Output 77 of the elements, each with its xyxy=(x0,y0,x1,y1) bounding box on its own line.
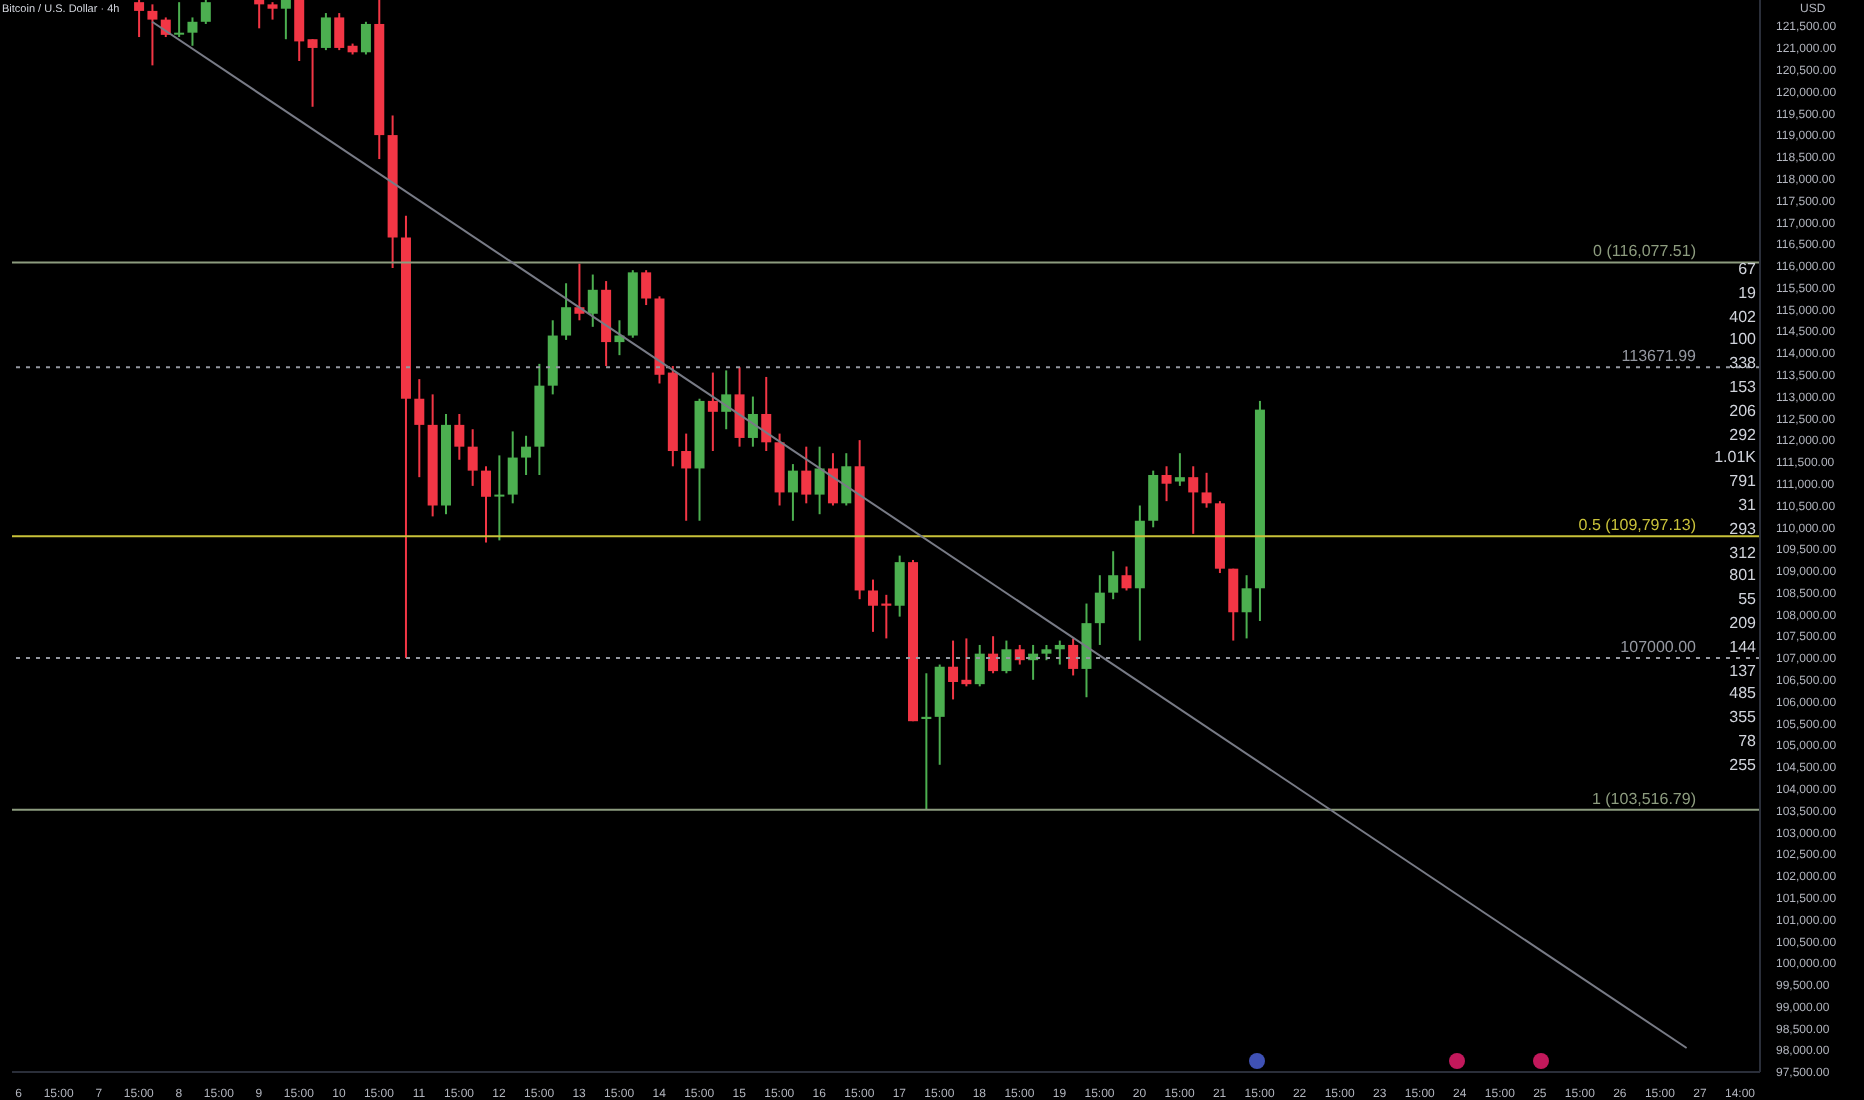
candlestick xyxy=(814,445,825,516)
candlestick xyxy=(787,463,798,522)
candlestick xyxy=(414,378,425,479)
candlestick xyxy=(494,454,505,542)
candlestick xyxy=(454,412,465,461)
candlestick xyxy=(174,1,185,39)
candlestick xyxy=(467,428,478,487)
candlestick xyxy=(1201,471,1212,509)
candlestick xyxy=(1094,574,1105,646)
annotation: 55 xyxy=(1738,590,1756,609)
candlestick xyxy=(1054,639,1065,666)
candlestick xyxy=(320,12,331,52)
ref-line-label: 107000.00 xyxy=(1620,638,1698,657)
candlestick xyxy=(721,369,732,431)
candlestick xyxy=(1068,637,1079,677)
candlestick xyxy=(1174,452,1185,487)
annotation: 144 xyxy=(1729,637,1756,656)
candlestick xyxy=(200,0,211,25)
annotation: 78 xyxy=(1738,732,1756,750)
candlestick xyxy=(254,0,265,30)
candlestick xyxy=(360,20,371,56)
ref-line-label: 0.5 (109,797.13) xyxy=(1578,516,1697,535)
candlestick xyxy=(801,445,812,505)
candlestick xyxy=(187,16,198,47)
candlestick xyxy=(681,432,692,522)
annotation: 100 xyxy=(1729,330,1756,349)
candlestick xyxy=(307,38,318,108)
annotation: 338 xyxy=(1729,354,1756,373)
candlestick xyxy=(1241,574,1252,640)
annotation: 206 xyxy=(1729,401,1756,420)
annotation: 67 xyxy=(1738,260,1756,278)
annotation: 293 xyxy=(1729,519,1756,538)
candlestick xyxy=(334,12,345,52)
annotation: 1.01K xyxy=(1714,448,1756,467)
annotation: 153 xyxy=(1729,378,1756,396)
candlestick xyxy=(921,672,932,811)
candlestick xyxy=(1108,550,1119,601)
annotation: 485 xyxy=(1729,684,1756,703)
annotation: 137 xyxy=(1729,661,1756,680)
candlestick xyxy=(841,452,852,507)
candlestick xyxy=(1148,469,1159,529)
ref-line-label: 1 (103,516.79) xyxy=(1591,789,1697,808)
candlestick xyxy=(280,0,291,41)
candlestick xyxy=(134,0,145,39)
annotation: 19 xyxy=(1738,283,1756,302)
annotation: 255 xyxy=(1729,755,1756,774)
annotation: 791 xyxy=(1729,472,1756,491)
ref-line-label: 113671.99 xyxy=(1621,347,1698,366)
candlestick xyxy=(1121,565,1132,592)
candlestick xyxy=(827,452,838,507)
candlestick xyxy=(641,269,652,307)
candlestick xyxy=(1014,643,1025,666)
candlestick xyxy=(734,366,745,448)
candlestick xyxy=(521,434,532,476)
annotation: 31 xyxy=(1738,496,1756,514)
candlestick xyxy=(587,273,598,328)
candlestick xyxy=(1081,602,1092,699)
candlestick xyxy=(147,3,158,67)
candlestick xyxy=(707,371,718,453)
candlestick xyxy=(481,465,492,544)
candlestick xyxy=(1188,465,1199,535)
candlestick xyxy=(1161,465,1172,503)
annotation: 209 xyxy=(1729,614,1756,632)
candlestick xyxy=(988,635,999,675)
annotation: 355 xyxy=(1729,708,1756,727)
annotation: 292 xyxy=(1729,425,1756,444)
candlestick xyxy=(294,0,305,63)
candlestick xyxy=(894,554,905,618)
ref-line-label: 0 (116,077.51) xyxy=(1593,242,1697,261)
candlestick xyxy=(507,430,518,505)
annotation: 312 xyxy=(1729,543,1756,562)
annotation: 801 xyxy=(1729,566,1756,585)
candlestick xyxy=(561,282,572,341)
candlestick xyxy=(1228,567,1239,642)
candlestick xyxy=(1001,639,1012,675)
annotation: 402 xyxy=(1729,307,1756,326)
candlestick xyxy=(974,643,985,688)
